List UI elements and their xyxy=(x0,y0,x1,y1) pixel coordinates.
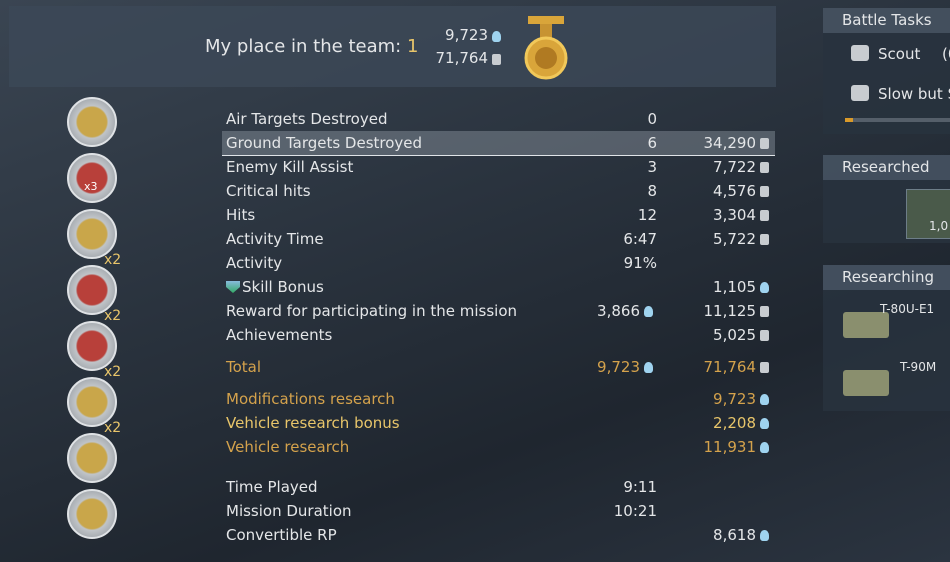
place-label: My place in the team: xyxy=(205,36,402,57)
row-name: Hits xyxy=(226,206,256,224)
row-rp: 1,105 xyxy=(713,278,756,296)
multiplier: x2 xyxy=(104,420,122,436)
row-count: 91% xyxy=(623,254,657,272)
multiplier: x2 xyxy=(104,364,122,380)
row-rp: 8,618 xyxy=(713,526,756,544)
row-name: Enemy Kill Assist xyxy=(226,158,354,176)
researching-title: Researching pro xyxy=(823,265,950,290)
rp-icon xyxy=(760,418,769,429)
medal-badge xyxy=(67,97,117,147)
row-count: 6 xyxy=(647,134,657,152)
row-sl: 34,290 xyxy=(703,134,757,152)
medal-badge xyxy=(67,489,117,539)
rp-icon xyxy=(760,282,769,293)
multiplier: x2 xyxy=(104,308,122,324)
row-rp: 2,208 xyxy=(713,414,756,432)
sl-icon xyxy=(760,210,769,221)
row-count: 9:11 xyxy=(623,478,657,496)
sl-icon xyxy=(492,54,501,65)
sl-icon xyxy=(760,234,769,245)
sl-icon xyxy=(760,186,769,197)
row-name: Convertible RP xyxy=(226,526,337,544)
sl-icon xyxy=(760,362,769,373)
row-count: 12 xyxy=(637,206,657,224)
researched-panel: Researched unit 1,0 xyxy=(823,155,950,243)
tasks-title: Battle Tasks xyxy=(823,8,950,33)
row-name: Vehicle research xyxy=(226,438,350,456)
rp-icon xyxy=(644,362,653,373)
tasks-panel: Battle Tasks Scout Slow but S (0 xyxy=(823,8,950,134)
medal-badge xyxy=(67,377,117,427)
row-name: Total xyxy=(226,358,262,376)
row-count: 6:47 xyxy=(623,230,657,248)
row-name: Achievements xyxy=(226,326,333,344)
medal-badge xyxy=(67,433,117,483)
row-name: Time Played xyxy=(226,478,318,496)
task-icon xyxy=(851,45,869,61)
vehicle-name: T-90M xyxy=(900,360,937,374)
row-name: Critical hits xyxy=(226,182,311,200)
row-name: Modifications research xyxy=(226,390,395,408)
row-sl: 5,025 xyxy=(713,326,756,344)
skill-icon xyxy=(226,281,240,293)
vehicle-icon xyxy=(843,312,889,338)
row-name: Activity Time xyxy=(226,230,324,248)
row-sl: 71,764 xyxy=(703,358,757,376)
medal-badge xyxy=(67,209,117,259)
task-icon xyxy=(851,85,869,101)
researched-title: Researched unit xyxy=(823,155,950,180)
rp-icon xyxy=(760,394,769,405)
medal-badge xyxy=(67,321,117,371)
sl-icon xyxy=(760,162,769,173)
vehicle-icon xyxy=(843,370,889,396)
row-name: Ground Targets Destroyed xyxy=(226,134,423,152)
row-sl: 3,304 xyxy=(713,206,756,224)
row-count: 3 xyxy=(647,158,657,176)
place-line: My place in the team: 1 xyxy=(205,36,418,58)
row-name: Reward for participating in the mission xyxy=(226,302,518,320)
medal xyxy=(524,16,568,80)
row-sl: 4,576 xyxy=(713,182,756,200)
vehicle-name: T-80U-E1 xyxy=(880,302,935,316)
row-name: Vehicle research bonus xyxy=(226,414,400,432)
row-sl: 11,125 xyxy=(703,302,757,320)
header-box xyxy=(9,6,776,87)
row-name: Mission Duration xyxy=(226,502,352,520)
task-name: Slow but S xyxy=(878,85,950,103)
rp-icon xyxy=(492,31,501,42)
row-highlight xyxy=(222,131,775,156)
rp-icon xyxy=(760,442,769,453)
row-rp: 9,723 xyxy=(713,390,756,408)
row-rp-mid: 9,723 xyxy=(597,358,640,376)
badge-label: x3 xyxy=(84,180,98,193)
row-count: 0 xyxy=(647,110,657,128)
row-sl: 7,722 xyxy=(713,158,756,176)
rp-icon xyxy=(760,530,769,541)
medal-badge xyxy=(67,153,117,203)
row-name: Skill Bonus xyxy=(242,278,324,296)
researching-panel: Researching pro T-80U-E1 T-90M xyxy=(823,265,950,411)
sl-icon xyxy=(760,138,769,149)
row-sl: 5,722 xyxy=(713,230,756,248)
row-count: 8 xyxy=(647,182,657,200)
row-rp: 11,931 xyxy=(703,438,757,456)
task-suffix: (0 xyxy=(942,45,950,63)
multiplier: x2 xyxy=(104,252,122,268)
header-sl: 71,764 xyxy=(435,49,489,67)
header-rp: 9,723 xyxy=(445,26,488,44)
sl-icon xyxy=(760,306,769,317)
researched-value: 1,0 xyxy=(929,219,949,233)
row-name: Air Targets Destroyed xyxy=(226,110,388,128)
row-count: 10:21 xyxy=(613,502,657,520)
medal-badge xyxy=(67,265,117,315)
row-rp-mid: 3,866 xyxy=(597,302,640,320)
place-value: 1 xyxy=(406,36,419,57)
rp-icon xyxy=(644,306,653,317)
row-name: Activity xyxy=(226,254,283,272)
sl-icon xyxy=(760,330,769,341)
task-name: Scout xyxy=(878,45,921,63)
